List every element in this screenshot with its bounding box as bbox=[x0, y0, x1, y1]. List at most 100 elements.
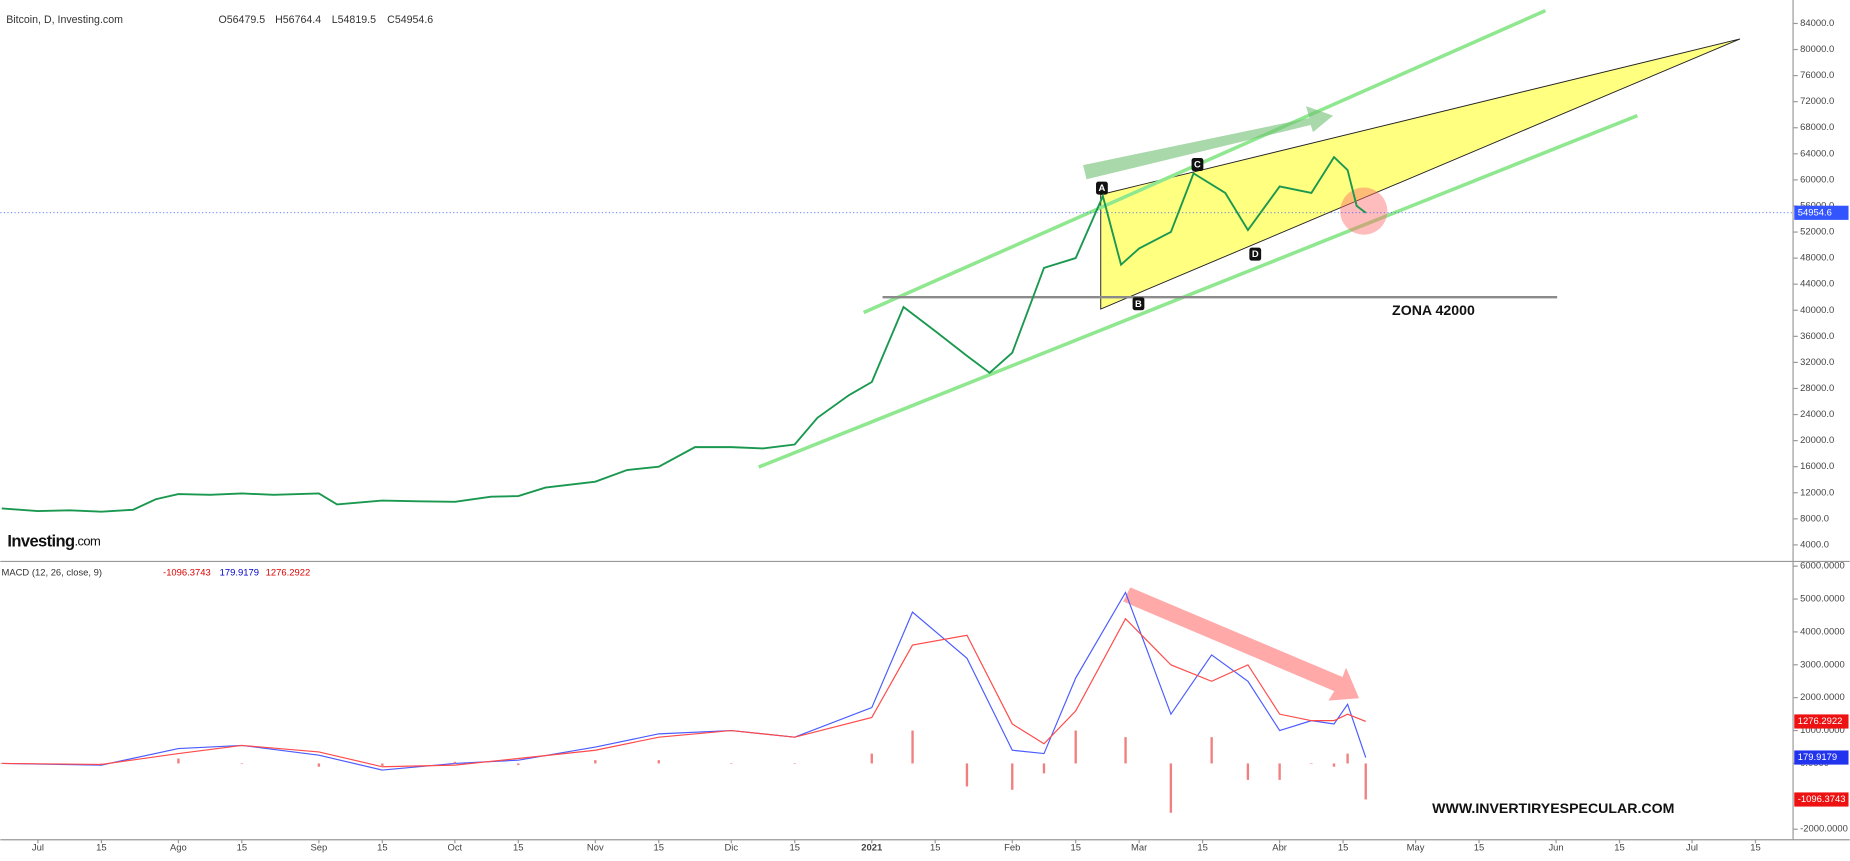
point-label: B bbox=[1135, 298, 1142, 309]
y-tick-label: 12000.0 bbox=[1800, 486, 1834, 497]
histogram-bar bbox=[657, 760, 660, 764]
x-tick-label: Ago bbox=[170, 842, 187, 853]
x-tick-label: 15 bbox=[237, 842, 247, 853]
y-tick-label: 20000.0 bbox=[1800, 434, 1834, 445]
price-tag bbox=[1794, 714, 1849, 729]
ohlc-low: L54819.5 bbox=[332, 14, 376, 26]
zone-label: ZONA 42000 bbox=[1392, 302, 1475, 318]
x-tick-label: May bbox=[1407, 842, 1425, 853]
histogram-bar bbox=[240, 763, 244, 765]
divergence-arrow bbox=[1123, 587, 1360, 701]
histogram-bar bbox=[1124, 737, 1127, 764]
price-tag-label: 1276.2922 bbox=[1798, 715, 1843, 726]
price-tag-label: 54954.6 bbox=[1798, 206, 1832, 217]
point-badge bbox=[1249, 247, 1262, 261]
y-tick-label: 28000.0 bbox=[1800, 382, 1834, 393]
channel-lower bbox=[758, 113, 1639, 469]
histogram-bar bbox=[911, 730, 914, 764]
histogram-bar bbox=[1042, 763, 1046, 774]
histogram-bar bbox=[793, 763, 796, 765]
y-tick-label: 64000.0 bbox=[1800, 147, 1834, 158]
point-label: C bbox=[1194, 159, 1201, 170]
histogram-bar bbox=[381, 763, 384, 767]
price-tag-label: -1096.3743 bbox=[1798, 793, 1846, 804]
ohlc-close: C54954.6 bbox=[387, 14, 433, 26]
y-tick-label: 4000.0000 bbox=[1800, 625, 1845, 636]
y-tick-label: 3000.0000 bbox=[1800, 658, 1845, 669]
y-tick-label: 72000.0 bbox=[1800, 95, 1834, 106]
macd-hist-value: -1096.3743 bbox=[163, 567, 211, 578]
x-tick-label: Jun bbox=[1548, 842, 1563, 853]
series-line bbox=[1, 617, 1366, 768]
y-tick-label: 5000.0000 bbox=[1800, 593, 1845, 604]
ohlc-open: O56479.5 bbox=[219, 14, 266, 26]
x-tick-label: 15 bbox=[654, 842, 664, 853]
x-tick-label: Oct bbox=[448, 842, 463, 853]
triangle-pattern bbox=[1100, 38, 1741, 310]
histogram-bar bbox=[1310, 763, 1313, 765]
point-badge bbox=[1132, 297, 1145, 311]
histogram-bar bbox=[730, 763, 733, 765]
point-badge bbox=[1191, 158, 1204, 172]
x-tick-label: 15 bbox=[1614, 842, 1624, 853]
histogram-bar bbox=[1332, 763, 1336, 767]
x-tick-label: Jul bbox=[32, 842, 44, 853]
x-tick-label: 15 bbox=[789, 842, 799, 853]
x-tick-label: 15 bbox=[1070, 842, 1080, 853]
x-tick-label: 15 bbox=[1197, 842, 1207, 853]
histogram-bar bbox=[1364, 763, 1367, 800]
website-label: WWW.INVERTIRYESPECULAR.COM bbox=[1432, 800, 1674, 816]
x-tick-label: Mar bbox=[1131, 842, 1147, 853]
x-tick-label: 15 bbox=[513, 842, 523, 853]
y-tick-label: 32000.0 bbox=[1800, 356, 1834, 367]
y-tick-label: 44000.0 bbox=[1800, 278, 1834, 289]
y-tick-label: 56000.0 bbox=[1800, 199, 1834, 210]
histogram-bar bbox=[517, 763, 520, 766]
macd-signal-value: 1276.2922 bbox=[266, 567, 311, 578]
macd-line-value: 179.9179 bbox=[220, 567, 259, 578]
histogram-bar bbox=[594, 760, 597, 764]
x-tick-label: 2021 bbox=[861, 842, 882, 853]
logo-suffix: .com bbox=[75, 534, 101, 549]
x-tick-label: 15 bbox=[930, 842, 940, 853]
histogram-bar bbox=[1169, 763, 1173, 813]
logo: Investing.com bbox=[7, 533, 100, 551]
histogram-bar bbox=[1246, 763, 1250, 780]
histogram-bar bbox=[317, 763, 321, 767]
y-tick-label: 2000.0000 bbox=[1800, 691, 1845, 702]
price-tag bbox=[1794, 792, 1849, 807]
x-tick-label: Jul bbox=[1686, 842, 1698, 853]
x-tick-label: 15 bbox=[1474, 842, 1484, 853]
y-tick-label: -2000.0000 bbox=[1800, 823, 1848, 834]
price-tag-label: 179.9179 bbox=[1798, 751, 1837, 762]
y-tick-label: 52000.0 bbox=[1800, 226, 1834, 237]
series-line bbox=[1, 155, 1367, 513]
histogram-bar bbox=[0, 763, 3, 765]
price-tag bbox=[1794, 750, 1849, 765]
histogram-bar bbox=[1011, 763, 1014, 790]
series-line bbox=[1, 591, 1367, 771]
y-tick-label: 40000.0 bbox=[1800, 304, 1834, 315]
histogram-bar bbox=[870, 753, 873, 764]
y-tick-label: 68000.0 bbox=[1800, 121, 1834, 132]
x-tick-label: Abr bbox=[1272, 842, 1287, 853]
y-tick-label: 8000.0 bbox=[1800, 512, 1829, 523]
x-tick-label: Feb bbox=[1004, 842, 1020, 853]
histogram-bar bbox=[1074, 730, 1077, 764]
point-badge bbox=[1096, 181, 1108, 195]
histogram-bar bbox=[965, 763, 969, 787]
histogram-bar bbox=[453, 761, 457, 764]
channel-upper bbox=[862, 8, 1547, 315]
plot-layer: 4000.0 8000.0 12000.0 16000.0 20000.0 24000.0… bbox=[0, 17, 1849, 853]
x-tick-label: Dic bbox=[724, 842, 738, 853]
y-tick-label: 48000.0 bbox=[1800, 252, 1834, 263]
y-tick-label: 6000.0000 bbox=[1800, 560, 1845, 571]
y-tick-label: 16000.0 bbox=[1800, 460, 1834, 471]
point-labels: A B C D bbox=[1096, 158, 1262, 311]
trend-arrow bbox=[1083, 106, 1334, 180]
x-tick-label: 15 bbox=[96, 842, 106, 853]
y-tick-label: 60000.0 bbox=[1800, 173, 1834, 184]
y-tick-label: 4000.0 bbox=[1800, 538, 1829, 549]
